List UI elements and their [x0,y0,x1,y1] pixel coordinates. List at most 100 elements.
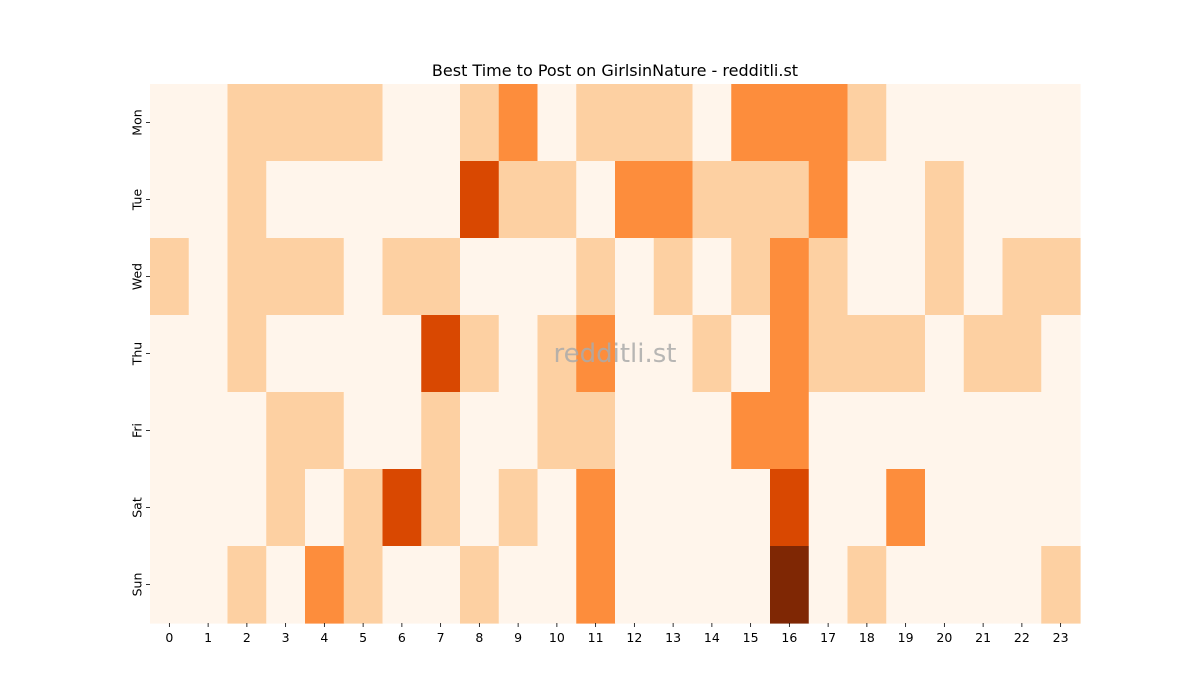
x-tick-label: 16 [781,630,797,645]
heatmap-cell-thu-12 [615,315,655,393]
heatmap-cell-sun-16 [770,546,810,624]
heatmap-cell-sat-14 [692,469,732,547]
x-tick-label: 11 [588,630,604,645]
heatmap-cell-tue-19 [886,161,926,239]
heatmap-cell-wed-3 [266,238,306,316]
heatmap-cell-sat-8 [460,469,500,547]
heatmap-cell-mon-22 [1002,84,1042,162]
heatmap-cell-tue-9 [498,161,539,239]
heatmap-cell-sun-10 [537,546,577,624]
heatmap-cell-fri-1 [188,392,229,470]
heatmap-cell-tue-10 [537,161,577,239]
x-axis: 0 1 2 3 4 5 6 7 8 9 10 11 12 13 14 15 16 17 18 19 20 21 22 23 [165,623,1069,645]
heatmap-cell-thu-4 [305,315,345,393]
heatmap-cell-sat-16 [770,469,810,547]
heatmap-cell-sat-5 [343,469,384,547]
heatmap-cell-tue-3 [266,161,306,239]
heatmap-cell-wed-6 [382,238,422,316]
y-tick-label: Thu [130,342,145,366]
heatmap-cell-mon-21 [963,84,1004,162]
heatmap-cell-sat-21 [963,469,1004,547]
heatmap-cell-tue-5 [343,161,384,239]
heatmap-cell-fri-17 [808,392,849,470]
heatmap-cell-fri-11 [576,392,616,470]
heatmap-cell-tue-2 [227,161,267,239]
heatmap-cell-fri-4 [305,392,345,470]
heatmap-cell-fri-20 [925,392,965,470]
heatmap-cell-tue-17 [808,161,849,239]
heatmap-cell-wed-15 [731,238,771,316]
heatmap-cell-thu-16 [770,315,810,393]
heatmap-cell-fri-23 [1041,392,1081,470]
heatmap-cell-tue-0 [150,161,190,239]
heatmap-cell-wed-10 [537,238,577,316]
heatmap-cell-thu-20 [925,315,965,393]
y-tick-label: Fri [130,423,145,438]
heatmap-cell-mon-14 [692,84,732,162]
heatmap-cell-sat-9 [498,469,539,547]
heatmap-cell-thu-21 [963,315,1004,393]
heatmap-cell-sun-18 [847,546,887,624]
heatmap-cell-tue-15 [731,161,771,239]
heatmap-cell-mon-4 [305,84,345,162]
heatmap-cell-thu-6 [382,315,422,393]
heatmap-cell-thu-17 [808,315,849,393]
heatmap-cell-mon-12 [615,84,655,162]
heatmap-cell-mon-1 [188,84,229,162]
heatmap-cell-wed-12 [615,238,655,316]
heatmap-cell-wed-7 [421,238,461,316]
heatmap-cell-sat-11 [576,469,616,547]
heatmap-cell-wed-20 [925,238,965,316]
heatmap-cell-mon-13 [653,84,694,162]
heatmap-cell-fri-21 [963,392,1004,470]
heatmap-cell-mon-17 [808,84,849,162]
heatmap-cell-sun-2 [227,546,267,624]
x-tick-label: 3 [282,630,290,645]
heatmap-cell-sat-18 [847,469,887,547]
heatmap-cell-sat-22 [1002,469,1042,547]
heatmap-cell-tue-7 [421,161,461,239]
heatmap-cell-fri-8 [460,392,500,470]
heatmap-cell-mon-10 [537,84,577,162]
heatmap-cell-thu-18 [847,315,887,393]
heatmap-cell-thu-19 [886,315,926,393]
heatmap-cell-tue-12 [615,161,655,239]
heatmap-cell-wed-8 [460,238,500,316]
x-tick-label: 12 [626,630,642,645]
heatmap-cell-thu-23 [1041,315,1081,393]
heatmap-cell-fri-18 [847,392,887,470]
heatmap-cell-sun-17 [808,546,849,624]
heatmap-cell-sun-4 [305,546,345,624]
heatmap-cell-fri-10 [537,392,577,470]
heatmap-cell-wed-2 [227,238,267,316]
heatmap-cell-mon-11 [576,84,616,162]
heatmap-cell-mon-8 [460,84,500,162]
y-tick-label: Mon [130,109,145,135]
heatmap-cell-fri-3 [266,392,306,470]
heatmap-cell-sun-15 [731,546,771,624]
heatmap-cell-sat-6 [382,469,422,547]
heatmap-cell-mon-7 [421,84,461,162]
heatmap-cell-sun-22 [1002,546,1042,624]
heatmap-cell-tue-21 [963,161,1004,239]
heatmap-cell-wed-14 [692,238,732,316]
x-tick-label: 23 [1053,630,1069,645]
heatmap-cell-tue-1 [188,161,229,239]
heatmap-cell-thu-7 [421,315,461,393]
x-tick-label: 18 [859,630,875,645]
heatmap-cell-sun-1 [188,546,229,624]
heatmap-cell-sat-19 [886,469,926,547]
heatmap-cell-tue-18 [847,161,887,239]
heatmap-cell-sun-3 [266,546,306,624]
heatmap-cell-sun-12 [615,546,655,624]
heatmap-cell-mon-5 [343,84,384,162]
heatmap-cell-fri-9 [498,392,539,470]
x-tick-label: 19 [898,630,914,645]
heatmap-cell-wed-4 [305,238,345,316]
x-tick-label: 0 [165,630,173,645]
heatmap-cell-sun-9 [498,546,539,624]
heatmap-cell-sat-10 [537,469,577,547]
heatmap-cell-mon-18 [847,84,887,162]
heatmap-cell-tue-22 [1002,161,1042,239]
heatmap-cell-fri-22 [1002,392,1042,470]
